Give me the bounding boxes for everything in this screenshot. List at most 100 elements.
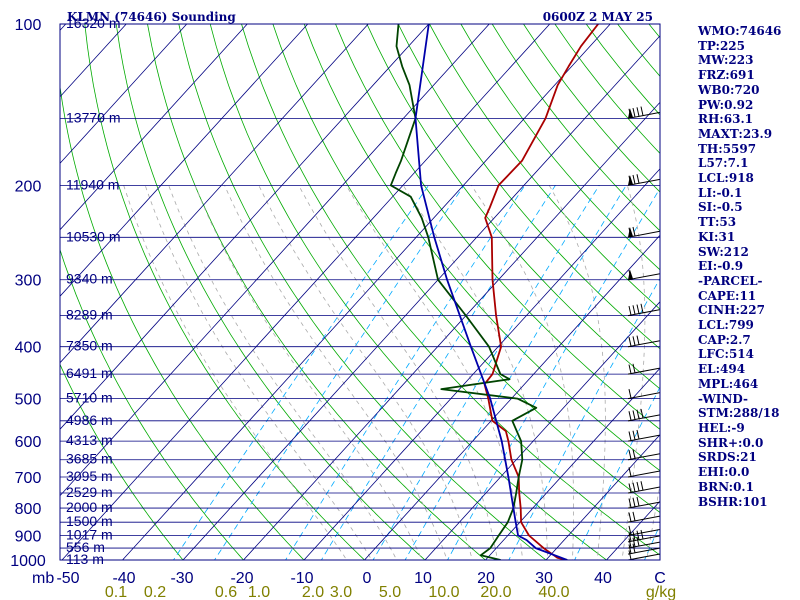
- moist-adiabat-line: [402, 185, 548, 560]
- height-label: 5710 m: [66, 390, 113, 406]
- index-line: CINH:227: [698, 303, 765, 318]
- index-line: CAPE:11: [698, 288, 757, 303]
- wind-barb-pennant: [628, 108, 633, 119]
- wind-barb: [627, 367, 660, 375]
- wind-barb-feather: [628, 538, 632, 548]
- wind-barb-feather: [636, 496, 640, 507]
- temp-tick-label: 40: [594, 570, 612, 587]
- mixing-ratio-label: 40.0: [538, 584, 569, 600]
- mixing-ratio-label: 2.0: [302, 584, 324, 600]
- mixing-ratio-line: [320, 185, 556, 560]
- height-label: 556 m: [66, 539, 105, 555]
- wind-barb-feather: [640, 529, 644, 540]
- mixing-ratio-label: 0.2: [144, 584, 166, 600]
- wind-barb-feather: [632, 336, 636, 346]
- mixing-ratio-line: [214, 185, 465, 560]
- index-line: HEL:-9: [698, 420, 745, 435]
- mixing-ratio-label: 1.0: [248, 584, 270, 600]
- wind-barb-feather: [636, 304, 640, 314]
- wind-barb-feather: [636, 530, 640, 540]
- temp-tick-label: -20: [230, 570, 253, 587]
- temp-tick-label: 20: [477, 570, 495, 587]
- index-line: -WIND-: [698, 391, 748, 406]
- isotherm-line: [545, 434, 660, 560]
- wind-barb-feather: [628, 467, 632, 477]
- height-label: 9340 m: [66, 271, 113, 287]
- isotherm-line: [484, 367, 660, 560]
- wind-barb-feather: [628, 411, 632, 421]
- pressure-tick-label: 700: [15, 470, 42, 487]
- wind-barb-feather: [632, 531, 636, 541]
- dry-adiabat-line: [366, 24, 660, 390]
- wind-barb-feather: [632, 226, 636, 237]
- height-label: 3685 m: [66, 451, 113, 467]
- wind-barb-pennant: [628, 269, 633, 280]
- moist-adiabat-line: [345, 185, 524, 560]
- temp-tick-label: -10: [290, 570, 313, 587]
- wind-barb-feather: [632, 410, 636, 420]
- moist-adiabats: [123, 185, 660, 560]
- isotherm-line: [60, 24, 430, 430]
- sounding-series: [389, 24, 599, 560]
- isotherm-line: [303, 168, 660, 560]
- wind-barb-feather: [628, 483, 632, 493]
- moist-adiabat-line: [224, 185, 448, 560]
- dry-adiabat-line: [303, 24, 660, 472]
- wind-barb-feather: [628, 498, 632, 508]
- wind-barb-feather: [628, 512, 632, 522]
- wind-barb-feather: [632, 449, 636, 459]
- pressure-tick-label: 600: [15, 434, 42, 451]
- wind-barb-feather: [636, 536, 640, 547]
- mixing-ratio-label: 20.0: [480, 584, 511, 600]
- dry-adiabat-line: [60, 248, 245, 560]
- pressure-unit-label: mb: [32, 570, 54, 587]
- isotherm-line: [0, 24, 5, 571]
- wind-barb-feather: [636, 429, 640, 440]
- wind-barb-feather: [628, 544, 632, 554]
- height-label: 10530 m: [66, 228, 120, 244]
- temp-tick-label: -30: [170, 570, 193, 587]
- wind-barb: [627, 501, 660, 509]
- mixing-ratio-label: 10.0: [428, 584, 459, 600]
- temp-tick-label: -40: [112, 570, 135, 587]
- pressure-tick-label: 300: [15, 273, 42, 290]
- height-label: 113 m: [66, 551, 104, 567]
- index-line: -PARCEL-: [698, 273, 763, 288]
- index-line: SHR+:0.0: [698, 435, 764, 450]
- pressure-tick-label: 900: [15, 528, 42, 545]
- index-line: FRZ:691: [698, 68, 755, 83]
- wind-barb: [627, 470, 660, 478]
- pressure-tick-label: 500: [15, 392, 42, 409]
- index-line: LCL:799: [698, 318, 754, 333]
- wind-barb-feather: [640, 303, 644, 313]
- wind-barb-feather: [628, 337, 632, 347]
- height-label: 13770 m: [66, 109, 120, 125]
- dry-adiabat-line: [272, 24, 660, 513]
- wind-barb: [627, 414, 660, 422]
- dry-adiabat-line: [209, 24, 608, 560]
- wind-barb-feather: [632, 543, 636, 553]
- wind-barb-feather: [632, 305, 636, 315]
- wind-barb-feather: [628, 550, 632, 560]
- dewpoint-line: [389, 24, 538, 560]
- wind-barb-feather: [628, 305, 632, 316]
- index-line: RH:63.1: [698, 112, 753, 127]
- index-line: MPL:464: [698, 376, 759, 391]
- plot-frame: [59, 23, 661, 561]
- height-label: 3095 m: [66, 468, 113, 484]
- isotherm-line: [60, 24, 490, 497]
- mixing-ratio-line: [508, 277, 660, 560]
- wind-barb-feather: [632, 363, 636, 373]
- moist-adiabat-line: [298, 185, 498, 560]
- isotherm-line: [242, 101, 660, 560]
- index-line: BSHR:101: [698, 494, 768, 509]
- wind-barb: [627, 453, 660, 461]
- pressure-tick-label: 100: [15, 17, 42, 34]
- pressure-tick-label: 1000: [10, 553, 46, 570]
- index-line: STM:288/18: [698, 406, 780, 421]
- dry-adiabat-line: [147, 24, 487, 560]
- wind-barb: [627, 515, 660, 523]
- wind-barb: [627, 528, 660, 536]
- index-line: CAP:2.7: [698, 332, 751, 347]
